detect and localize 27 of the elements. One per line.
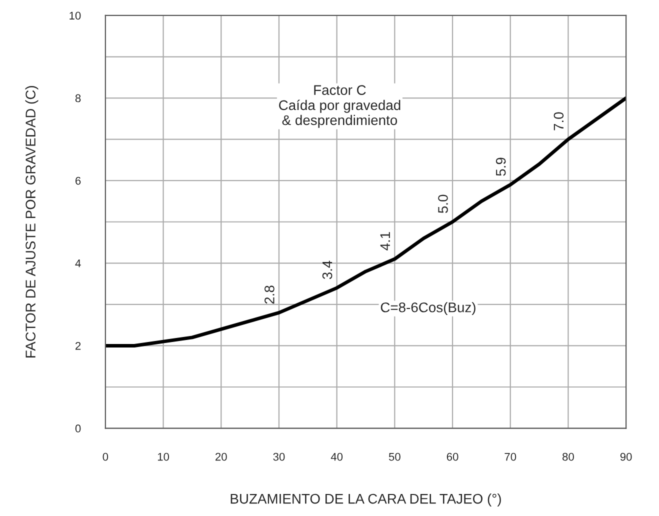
x-tick-label: 70 (504, 452, 516, 461)
x-tick-label: 10 (158, 452, 170, 461)
y-tick-label: 0 (75, 424, 81, 432)
annotation: C=8-6Cos(Buz) (380, 302, 476, 316)
x-tick-label: 60 (446, 452, 458, 461)
data-label: 7.0 (554, 112, 564, 130)
x-tick-label: 0 (102, 452, 108, 461)
x-tick-label: 80 (562, 452, 574, 461)
y-tick-label: 6 (76, 176, 81, 185)
x-tick-label: 50 (388, 452, 400, 461)
annotation: Factor C Caída por gravedad & desprendimiento (279, 85, 400, 128)
x-tick-label: 20 (216, 452, 227, 461)
y-tick-label: 4 (75, 260, 81, 268)
line-series (105, 96, 626, 348)
data-label: 2.8 (264, 286, 274, 304)
x-tick-label: 30 (273, 452, 285, 461)
data-label: 3.4 (322, 260, 332, 280)
y-tick-label: 10 (70, 12, 81, 20)
data-label: 4.1 (380, 232, 390, 250)
y-tick-label: 2 (76, 342, 81, 350)
x-tick-label: 90 (620, 452, 632, 461)
x-tick-label: 40 (330, 452, 343, 461)
x-axis-title: BUZAMIENTO DE LA CARA DEL TAJEO (°) (230, 494, 501, 506)
y-tick-label: 8 (75, 94, 81, 102)
data-label: 5.9 (496, 158, 506, 176)
data-label: 5.0 (438, 194, 448, 213)
y-axis-title: FACTOR DE AJUSTE POR GRAVEDAD (C) (25, 86, 38, 358)
